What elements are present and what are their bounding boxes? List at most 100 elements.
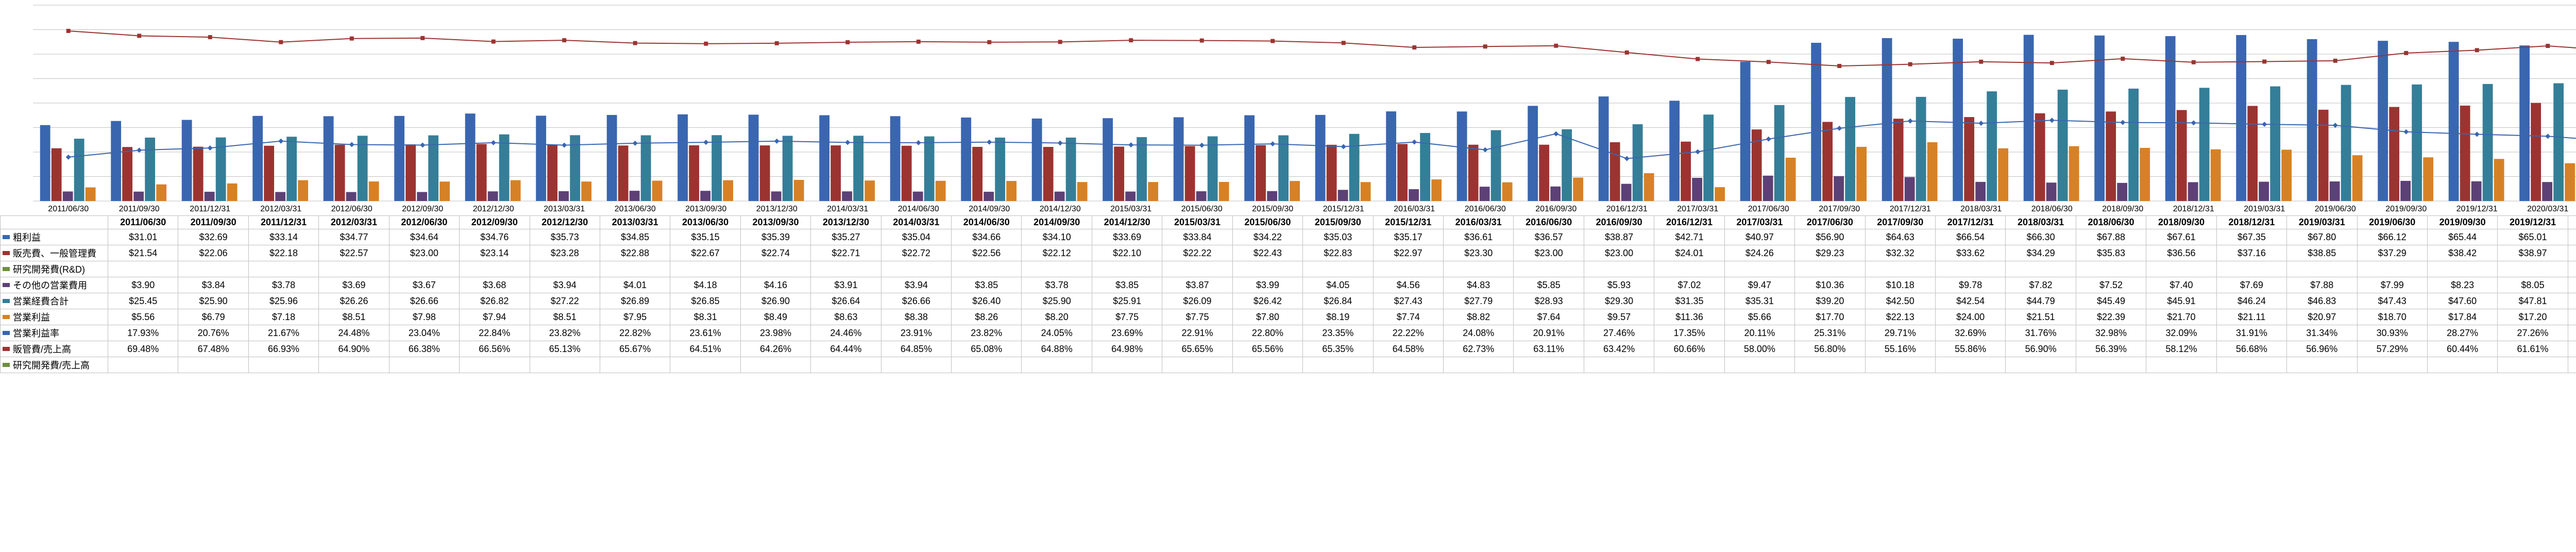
table-cell: 25.31% [1795, 325, 1865, 341]
table-cell: $9.78 [1935, 277, 2005, 293]
table-cell: $3.85 [952, 277, 1022, 293]
table-cell: $22.97 [1373, 245, 1443, 261]
bar-sga [2035, 113, 2045, 201]
table-cell: 21.67% [248, 325, 318, 341]
table-cell: 23.35% [1303, 325, 1373, 341]
table-cell: $3.87 [1162, 277, 1232, 293]
bar-other [2542, 182, 2552, 201]
table-cell [2076, 357, 2146, 373]
svg-text:2011/09/30: 2011/09/30 [119, 205, 160, 213]
table-cell [1373, 261, 1443, 277]
table-cell: $5.93 [1584, 277, 1654, 293]
table-cell: $7.99 [2357, 277, 2427, 293]
bar-sga [2318, 110, 2329, 201]
table-cell: $27.79 [1444, 293, 1514, 309]
bar-opex [1066, 138, 1076, 201]
table-cell: 57.29% [2357, 341, 2427, 357]
bar-sga [2106, 111, 2116, 201]
table-cell: $3.90 [108, 277, 178, 293]
table-cell: $26.66 [389, 293, 459, 309]
table-cell: $33.62 [1935, 245, 2005, 261]
bar-opinc [227, 183, 238, 201]
table-cell [2006, 357, 2076, 373]
table-cell: 22.22% [1373, 325, 1443, 341]
table-cell: $33.84 [1162, 229, 1232, 245]
table-cell: $3.67 [389, 277, 459, 293]
bar-opex [2128, 89, 2139, 201]
table-cell: 32.09% [2146, 325, 2216, 341]
table-cell: $22.13 [1865, 309, 1935, 325]
bar-other [1763, 176, 1773, 201]
bar-gross [1174, 117, 1184, 201]
bar-opinc [2140, 148, 2150, 201]
bar-other [1905, 177, 1915, 201]
table-header: 2012/06/30 [389, 216, 459, 229]
svg-text:2018/06/30: 2018/06/30 [2031, 205, 2073, 213]
table-header: 2016/09/30 [1584, 216, 1654, 229]
table-cell: $17.84 [2427, 309, 2497, 325]
bar-opex [145, 138, 155, 201]
table-cell: $35.17 [1373, 229, 1443, 245]
table-header: 2013/09/30 [740, 216, 810, 229]
table-cell: 58.12% [2146, 341, 2216, 357]
data-table: 2011/06/302011/09/302011/12/312012/03/31… [0, 215, 2576, 373]
table-cell [1092, 261, 1162, 277]
table-cell: $3.78 [1022, 277, 1092, 293]
table-cell [178, 261, 248, 277]
table-cell: $34.64 [389, 229, 459, 245]
bar-other [2117, 183, 2127, 201]
table-cell [1232, 357, 1302, 373]
table-cell: 65.65% [1162, 341, 1232, 357]
bar-other [1125, 192, 1136, 201]
table-cell: $67.88 [2076, 229, 2146, 245]
bar-opinc [1715, 187, 1725, 201]
table-cell: $45.91 [2146, 293, 2216, 309]
bar-opinc [2423, 157, 2433, 201]
table-header: 2017/06/30 [1795, 216, 1865, 229]
table-cell: $15.44 [2568, 309, 2576, 325]
table-cell: 23.69% [1092, 325, 1162, 341]
table-cell: $23.14 [460, 245, 530, 261]
table-cell: 63.36% [2568, 341, 2576, 357]
bar-opex [1137, 137, 1147, 201]
table-cell: $7.52 [2076, 277, 2146, 293]
table-cell: 23.82% [952, 325, 1022, 341]
bar-opinc [2565, 163, 2575, 201]
table-cell: $31.01 [108, 229, 178, 245]
svg-text:2014/06/30: 2014/06/30 [898, 205, 939, 213]
table-cell: 22.82% [600, 325, 670, 341]
bar-opinc [439, 181, 450, 201]
bar-gross [1103, 118, 1113, 201]
table-header: 2019/12/31 [2498, 216, 2568, 229]
table-cell: $8.31 [670, 309, 740, 325]
table-cell: $48.10 [2568, 293, 2576, 309]
bar-sga [2389, 107, 2399, 201]
table-cell: $9.47 [1724, 277, 1794, 293]
bar-sga [193, 147, 204, 201]
table-cell: 24.05% [1022, 325, 1092, 341]
bar-opex [995, 138, 1005, 201]
table-cell: $22.74 [740, 245, 810, 261]
bar-sga [2460, 106, 2470, 201]
table-cell [2357, 261, 2427, 277]
bar-sga [477, 144, 487, 201]
table-cell [1795, 261, 1865, 277]
table-cell [460, 261, 530, 277]
table-cell: $7.18 [248, 309, 318, 325]
table-cell [1514, 261, 1584, 277]
bar-other [630, 191, 640, 201]
bar-sga [1964, 117, 1974, 201]
svg-text:2016/09/30: 2016/09/30 [1535, 205, 1577, 213]
bar-opinc [86, 188, 96, 201]
table-cell: $3.94 [530, 277, 600, 293]
bar-opex [853, 136, 863, 201]
bar-opex [2412, 85, 2422, 201]
table-cell: $7.69 [2216, 277, 2286, 293]
table-cell: $22.67 [670, 245, 740, 261]
bar-opex [74, 139, 84, 201]
table-cell: $25.90 [178, 293, 248, 309]
table-cell: $4.56 [1373, 277, 1443, 293]
series-label-sga: 販売費、一般管理費 [13, 248, 96, 259]
bar-opex [1916, 97, 1926, 201]
bar-opex [499, 135, 510, 201]
